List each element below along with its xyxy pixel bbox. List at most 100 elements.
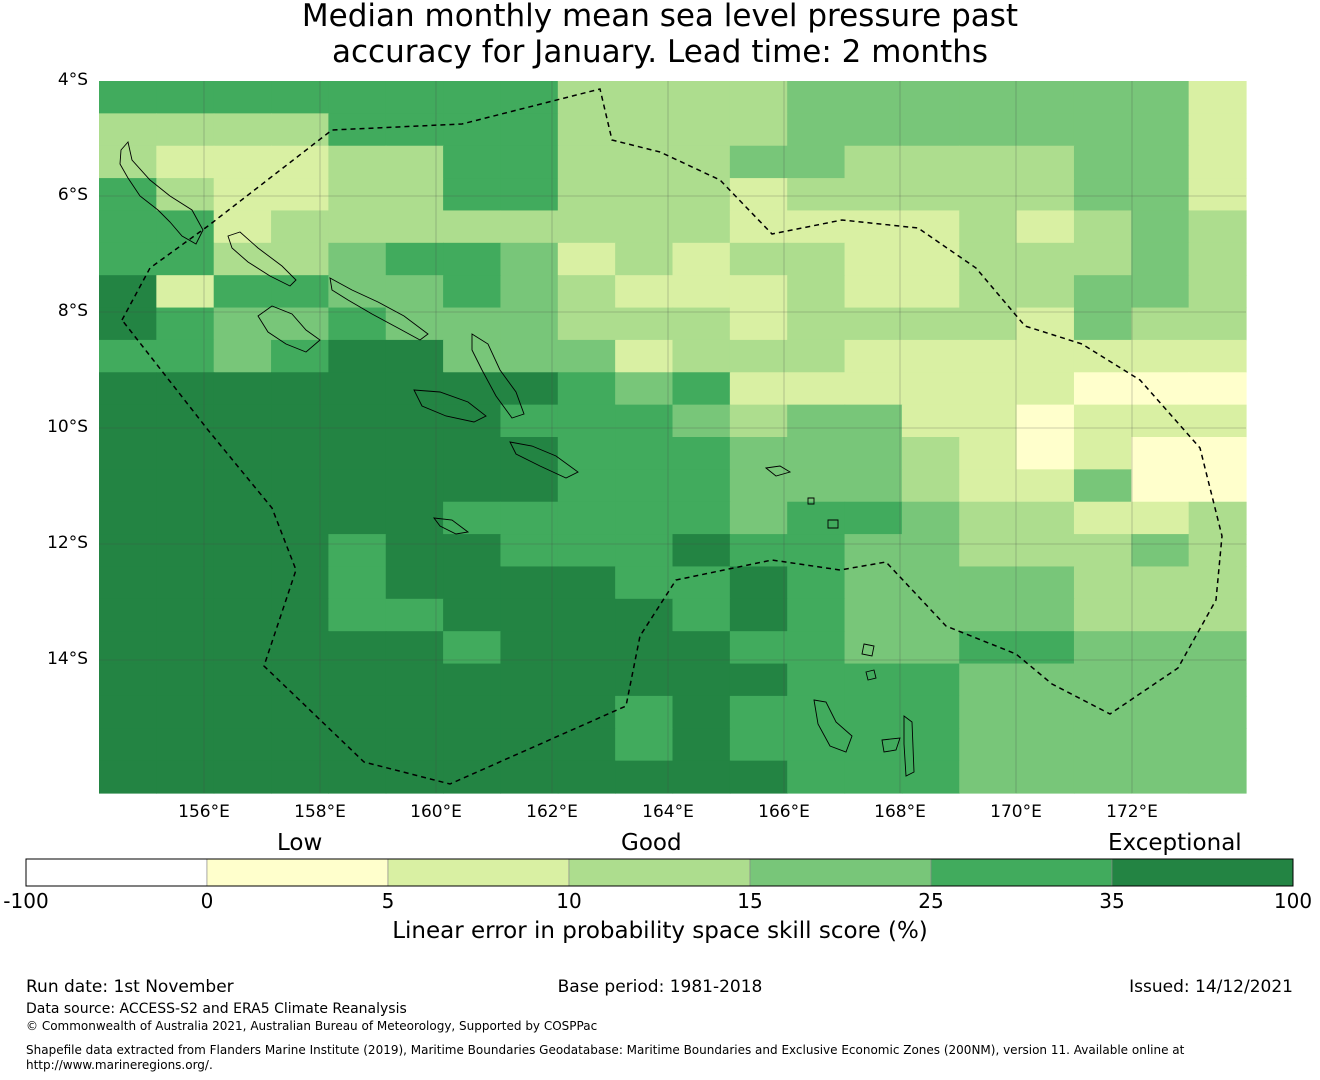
skill-cell — [213, 501, 272, 535]
skill-cell — [1188, 598, 1247, 632]
skill-cell — [672, 631, 731, 665]
skill-cell — [844, 728, 903, 762]
skill-cell — [1073, 307, 1132, 341]
skill-cell — [1073, 663, 1132, 697]
skill-cell — [385, 113, 444, 147]
skill-cell — [99, 469, 157, 503]
skill-cell — [1188, 113, 1247, 147]
skill-cell — [1073, 598, 1132, 632]
skill-cell — [672, 275, 731, 309]
skill-cell — [328, 437, 387, 470]
skill-cell — [729, 631, 788, 665]
skill-cell — [729, 760, 788, 794]
skill-cell — [213, 437, 272, 470]
skill-cell — [787, 566, 846, 600]
skill-cell — [99, 631, 157, 665]
skill-cell — [99, 178, 157, 212]
skill-cell — [557, 339, 616, 373]
skill-cell — [1016, 728, 1075, 762]
skill-cell — [844, 566, 903, 600]
skill-cell — [959, 113, 1018, 147]
skill-cell — [1073, 631, 1132, 665]
colorbar-tick: 10 — [556, 889, 582, 913]
colorbar-outline — [25, 858, 1294, 887]
skill-cell — [959, 242, 1018, 276]
skill-cell — [385, 242, 444, 276]
skill-cell — [1131, 178, 1190, 212]
colorbar-swatch — [206, 858, 389, 887]
skill-cell — [500, 760, 559, 794]
skill-cell — [99, 566, 157, 600]
skill-cell — [615, 501, 674, 535]
skill-cell — [729, 242, 788, 276]
skill-cell — [844, 760, 903, 794]
lon-label-158e: 158°E — [294, 802, 346, 822]
skill-cell — [672, 566, 731, 600]
malaita-island — [471, 333, 525, 419]
skill-cell — [385, 372, 444, 406]
skill-cell — [729, 501, 788, 535]
lon-label-164e: 164°E — [642, 802, 694, 822]
skill-cell — [443, 501, 502, 535]
skill-cell — [615, 307, 674, 341]
skill-cell — [156, 631, 215, 665]
skill-cell — [271, 113, 329, 147]
skill-cell — [557, 663, 616, 697]
colorbar-tick: 15 — [737, 889, 763, 913]
skill-cell — [271, 728, 329, 762]
skill-cell — [213, 663, 272, 697]
copyright: © Commonwealth of Australia 2021, Austra… — [26, 1019, 598, 1033]
skill-cell — [844, 598, 903, 632]
skill-cell — [787, 113, 846, 147]
skill-cell — [959, 339, 1018, 373]
skill-cell — [500, 469, 559, 503]
skill-cell — [729, 598, 788, 632]
skill-cell — [328, 598, 387, 632]
skill-cell — [557, 307, 616, 341]
skill-cell — [328, 663, 387, 697]
skill-cell — [156, 663, 215, 697]
skill-cell — [615, 469, 674, 503]
skill-cell — [500, 145, 559, 179]
skill-cell — [156, 695, 215, 729]
skill-cell — [1016, 81, 1075, 114]
skill-cell — [213, 145, 272, 179]
skill-cell — [787, 178, 846, 212]
skill-cell — [959, 728, 1018, 762]
skill-cell — [615, 695, 674, 729]
skill-cell — [1016, 760, 1075, 794]
skill-cell — [557, 598, 616, 632]
skill-cell — [844, 404, 903, 438]
skill-cell — [1131, 695, 1190, 729]
skill-cell — [1188, 760, 1247, 794]
santa-isabel-island — [329, 277, 429, 341]
espiritu-santo-island — [813, 699, 853, 753]
skill-cell — [959, 663, 1018, 697]
skill-cell — [844, 178, 903, 212]
skill-cell — [500, 501, 559, 535]
colorbar-swatch — [1111, 858, 1294, 887]
skill-cell — [1016, 275, 1075, 309]
skill-cell — [959, 145, 1018, 179]
skill-cell — [213, 339, 272, 373]
skill-cell — [729, 113, 788, 147]
lat-label-8s: 8°S — [57, 301, 88, 321]
skill-cell — [615, 404, 674, 438]
skill-cell — [1131, 81, 1190, 114]
skill-cell — [1016, 501, 1075, 535]
skill-cell — [213, 566, 272, 600]
skill-cell — [1131, 437, 1190, 470]
skill-cell — [729, 339, 788, 373]
skill-cell — [156, 469, 215, 503]
skill-cell — [901, 728, 960, 762]
skill-cell — [557, 534, 616, 568]
skill-cell — [213, 760, 272, 794]
skill-cell — [99, 145, 157, 179]
skill-cell — [901, 501, 960, 535]
skill-cell — [1016, 242, 1075, 276]
skill-cell — [1131, 760, 1190, 794]
makira-island — [509, 441, 579, 479]
skill-cell — [1131, 404, 1190, 438]
skill-cell — [385, 145, 444, 179]
skill-cell — [156, 501, 215, 535]
